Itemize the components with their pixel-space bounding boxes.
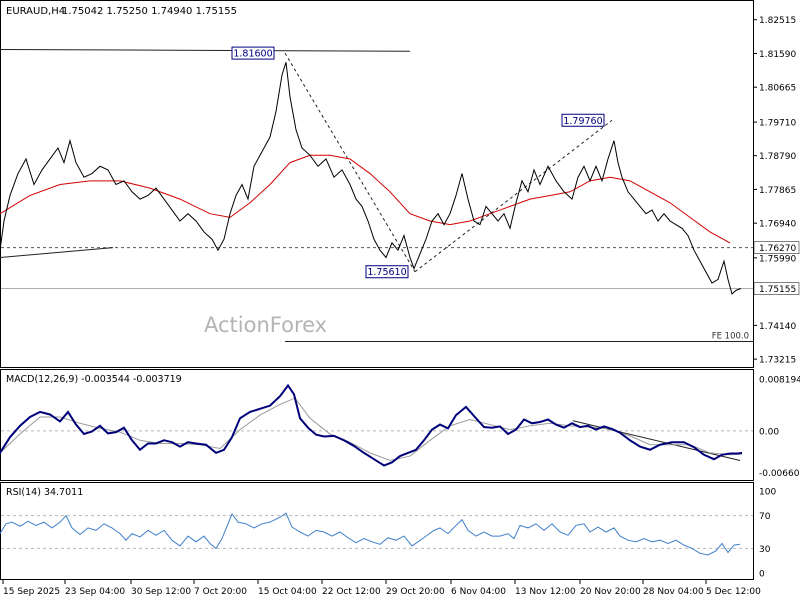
rsi-line xyxy=(0,512,741,556)
time-axis: 15 Sep 2025 23 Sep 04:00 30 Sep 12:00 7 Oct… xyxy=(2,580,761,597)
time-tick-label: 23 Sep 04:00 xyxy=(65,587,125,597)
macd-tick-label: -0.006604 xyxy=(759,469,800,479)
trend-line xyxy=(284,52,416,272)
price-tick-label: 1.82515 xyxy=(759,16,796,26)
rsi-tick-label: 100 xyxy=(759,488,776,498)
rsi-tick-label: 70 xyxy=(759,512,771,522)
rsi-layer: 100 70 30 0 xyxy=(0,488,776,580)
chart-symbol: EURAUD,H4 xyxy=(6,6,65,17)
moving-average-line xyxy=(0,154,731,244)
macd-line xyxy=(0,383,743,467)
time-tick-label: 15 Sep 2025 xyxy=(3,587,60,597)
macd-layer: 0.008194 0.00 -0.006604 xyxy=(0,376,800,479)
price-overlays: 1.76270 1.75155 FE 100.0 1.81600 1.75610 1.79… xyxy=(0,46,800,342)
pivot-label: 1.75610 xyxy=(367,267,406,278)
time-tick-label: 22 Oct 12:00 xyxy=(322,587,381,597)
macd-tick-label: 0.00 xyxy=(759,427,779,437)
pivot-label: 1.81600 xyxy=(233,49,272,60)
rsi-title: RSI(14) 34.7011 xyxy=(6,487,83,498)
rsi-tick-label: 30 xyxy=(759,545,771,555)
time-tick-label: 5 Dec 12:00 xyxy=(706,587,761,597)
price-tick-label: 1.76940 xyxy=(759,220,796,230)
price-tick-label: 1.79710 xyxy=(759,119,796,129)
macd-tick-label: 0.008194 xyxy=(759,376,800,386)
trend-line xyxy=(0,247,114,258)
chart-ohlc: 1.75042 1.75250 1.74940 1.75155 xyxy=(62,6,237,17)
price-tick-label: 1.81590 xyxy=(759,50,796,60)
time-tick-label: 7 Oct 20:00 xyxy=(194,587,247,597)
price-tick-label: 1.73215 xyxy=(759,356,796,366)
time-tick-label: 13 Nov 12:00 xyxy=(515,587,576,597)
pivot-label-box xyxy=(231,46,275,60)
macd-title: MACD(12,26,9) -0.003544 -0.003719 xyxy=(6,374,182,385)
price-tick-label: 1.80665 xyxy=(759,84,796,94)
macd-signal-line xyxy=(0,397,743,461)
price-axis: 1.82515 1.81590 1.80665 1.79710 1.78790 1.778… xyxy=(753,16,796,366)
price-tick-label: 1.78790 xyxy=(759,152,796,162)
price-panel-frame xyxy=(0,0,754,368)
time-tick-label: 29 Oct 20:00 xyxy=(386,587,445,597)
price-tick-label: 1.77865 xyxy=(759,186,796,196)
price-tick-label: 1.75990 xyxy=(759,254,796,264)
pivot-label-box xyxy=(365,265,409,279)
price-line xyxy=(0,62,742,295)
pivot-label-box xyxy=(561,113,605,127)
trend-line xyxy=(0,48,411,52)
macd-trend-line xyxy=(572,420,741,461)
macd-panel-frame xyxy=(0,369,754,481)
rsi-panel-frame xyxy=(0,482,754,580)
watermark: ActionForex xyxy=(204,313,327,337)
price-level-box xyxy=(753,282,800,295)
time-tick-label: 6 Nov 04:00 xyxy=(451,587,506,597)
price-level-box xyxy=(753,241,800,254)
fe-label: FE 100.0 xyxy=(712,331,749,341)
time-tick-label: 20 Nov 20:00 xyxy=(580,587,641,597)
time-tick-label: 28 Nov 04:00 xyxy=(643,587,704,597)
time-tick-label: 15 Oct 04:00 xyxy=(258,587,317,597)
time-tick-label: 30 Sep 12:00 xyxy=(131,587,191,597)
pivot-label: 1.79760 xyxy=(563,116,602,127)
price-level-label: 1.76270 xyxy=(759,244,796,254)
price-level-label: 1.75155 xyxy=(759,285,796,295)
rsi-tick-label: 0 xyxy=(759,570,765,580)
price-tick-label: 1.74140 xyxy=(759,322,796,332)
trend-line xyxy=(414,119,613,273)
